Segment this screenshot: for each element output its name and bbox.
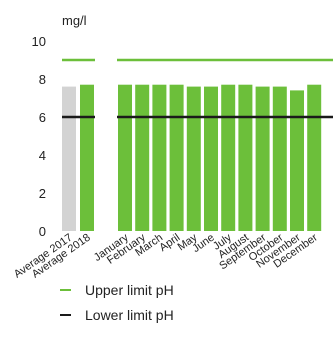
y-tick-label: 2 xyxy=(39,186,46,201)
bar xyxy=(135,84,150,231)
legend-upper-label: Upper limit pH xyxy=(85,282,174,298)
legend-item-lower: Lower limit pH xyxy=(60,307,174,323)
legend-lower-label: Lower limit pH xyxy=(85,307,174,323)
bar xyxy=(62,86,76,231)
y-tick-label: 8 xyxy=(39,72,46,87)
reference-lines xyxy=(62,58,333,119)
bar xyxy=(255,86,270,231)
y-axis: 0 2 4 6 8 10 xyxy=(32,34,46,239)
y-tick-label: 0 xyxy=(39,224,46,239)
bar xyxy=(152,84,167,231)
bar xyxy=(186,86,201,231)
bar xyxy=(118,84,132,231)
legend-item-upper: Upper limit pH xyxy=(60,282,174,298)
bars-group xyxy=(62,84,322,232)
y-tick-label: 10 xyxy=(32,34,46,49)
bar xyxy=(169,84,184,231)
lower-limit-swatch xyxy=(60,314,71,316)
bar xyxy=(204,86,218,231)
bar xyxy=(307,84,322,231)
bar xyxy=(80,84,94,231)
bar xyxy=(238,84,253,231)
y-tick-label: 6 xyxy=(39,110,46,125)
bar xyxy=(290,90,304,232)
bar xyxy=(272,86,287,231)
unit-label: mg/l xyxy=(62,13,87,28)
bar xyxy=(221,84,236,231)
upper-limit-swatch xyxy=(60,289,71,291)
y-tick-label: 4 xyxy=(39,148,46,163)
